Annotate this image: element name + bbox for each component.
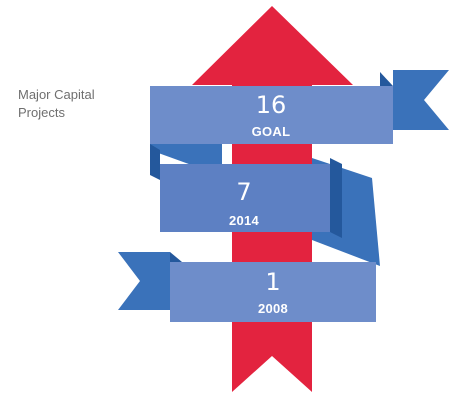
major-capital-projects-label: Major Capital Projects xyxy=(18,86,148,122)
ribbon-2014: 7 2014 xyxy=(160,158,380,266)
ribbon-2008-face xyxy=(170,262,376,322)
ribbon-goal-number: 16 xyxy=(256,91,287,119)
ribbon-2014-fold-right xyxy=(330,158,342,238)
ribbon-2008-number: 1 xyxy=(265,268,280,296)
ribbon-goal-face xyxy=(150,86,393,144)
ribbon-goal-caption: GOAL xyxy=(252,124,291,139)
ribbon-goal-fold-left xyxy=(150,144,160,180)
ribbon-goal: 16 GOAL xyxy=(150,70,449,180)
ribbon-goal-tail xyxy=(393,70,449,130)
ribbon-2008-caption: 2008 xyxy=(258,301,288,316)
label-line-1: Major Capital xyxy=(18,87,95,102)
ribbon-2008-tail xyxy=(118,252,170,310)
ribbon-2014-number: 7 xyxy=(236,178,251,206)
ribbon-2008: 1 2008 xyxy=(118,252,376,322)
ribbon-2014-caption: 2014 xyxy=(229,213,260,228)
label-line-2: Projects xyxy=(18,105,65,120)
ribbon-2014-face xyxy=(160,164,330,232)
